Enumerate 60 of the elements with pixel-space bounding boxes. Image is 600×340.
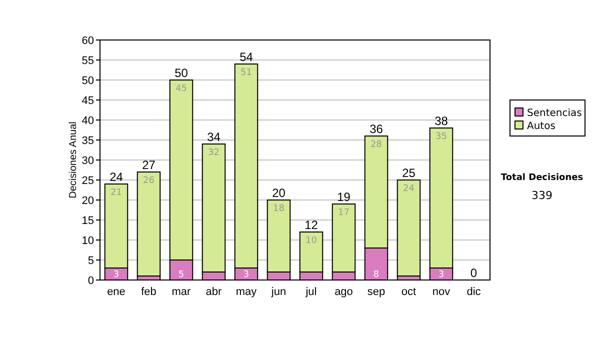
data-label: 45 [176,84,187,94]
data-label: 10 [306,236,318,246]
total-label: 54 [240,50,254,64]
data-label: 28 [370,140,382,150]
total-label: 38 [434,114,448,128]
y-tick-label: 60 [82,35,94,47]
data-label: 51 [240,68,252,78]
total-label: 20 [272,186,286,200]
data-label: 18 [273,204,285,214]
y-tick-label: 50 [82,75,94,87]
total-label: 50 [174,66,188,80]
y-tick-label: 15 [82,215,94,227]
total-label: 12 [304,218,318,232]
total-label: 25 [402,166,416,180]
data-label: 5 [178,270,184,280]
data-label: 3 [438,270,444,280]
data-label: 8 [373,270,380,280]
legend-label: Autos [527,121,556,132]
text: 339 [532,189,552,202]
y-tick-label: 25 [82,175,94,187]
x-tick-label: ago [334,286,353,298]
data-label: 26 [143,176,155,186]
x-tick-label: mar [172,286,192,298]
y-tick-label: 55 [82,55,94,67]
x-tick-label: oct [401,286,416,298]
x-tick-label: may [236,286,258,298]
data-label: 35 [436,132,447,142]
bar [136,172,161,276]
total-label: 19 [337,190,351,204]
y-tick-label: 45 [82,95,94,107]
text: Total Decisiones [500,173,584,183]
x-tick-label: dic [466,286,482,298]
total-label: 24 [110,170,124,184]
y-tick-label: 40 [82,115,94,127]
total-label: 34 [207,130,221,144]
total-label: 36 [370,122,384,136]
x-tick-label: jul [304,286,317,298]
y-tick-label: 10 [82,235,94,247]
y-tick-label: 20 [82,195,94,207]
y-tick-label: 5 [88,255,94,267]
y-tick-label: 0 [88,275,94,287]
data-label: 3 [243,270,250,280]
data-label: 21 [110,188,122,198]
data-label: 17 [338,208,350,218]
x-tick-label: jun [270,286,286,298]
x-tick-label: sep [367,286,386,298]
x-tick-label: feb [141,286,156,298]
bar [396,180,421,276]
total-label: 0 [470,266,478,280]
y-tick-label: 35 [82,135,94,147]
data-label: 3 [113,270,120,280]
y-axis-title: Decisiones Anual [68,122,79,198]
x-tick-label: abr [206,286,222,298]
y-tick-label: 30 [82,155,94,167]
data-label: 32 [208,148,220,158]
x-tick-label: ene [107,286,126,298]
legend-label: Sentencias [527,108,582,119]
x-tick-label: nov [432,286,451,298]
total-label: 27 [142,158,156,172]
data-label: 24 [403,184,415,194]
